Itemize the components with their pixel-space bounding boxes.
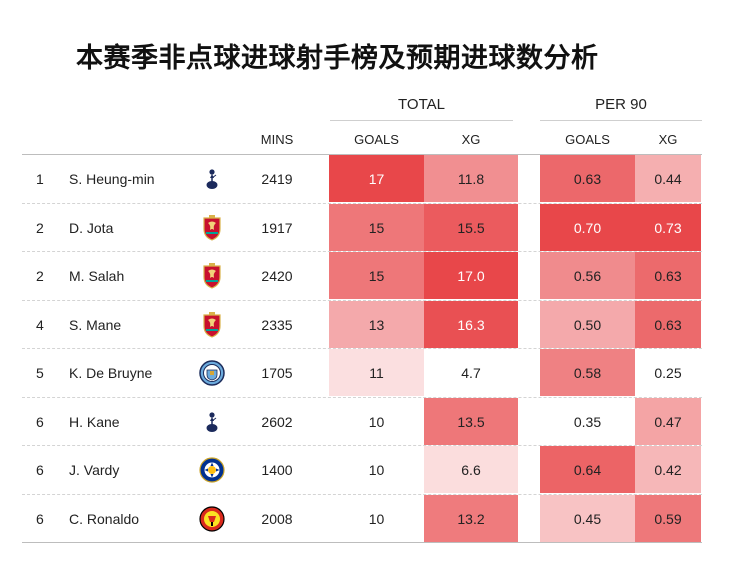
total-xg-cell: 15.5 <box>424 203 518 251</box>
per90-xg-cell: 0.59 <box>635 494 701 542</box>
liverpool-crest-icon <box>197 252 227 300</box>
minutes-cell: 2419 <box>261 171 293 187</box>
rank-cell: 2 <box>36 268 44 284</box>
table-row: 6 C. Ronaldo 2008 10 13.2 0.45 0.59 <box>22 493 702 543</box>
tottenham-crest-icon <box>197 155 227 203</box>
rank-cell: 1 <box>36 171 44 187</box>
table-row: 1 S. Heung-min 2419 17 11.8 0.63 0.44 <box>22 154 702 203</box>
liverpool-crest-icon <box>197 301 227 349</box>
liverpool-crest-icon <box>197 204 227 252</box>
total-goals-cell: 10 <box>329 397 424 445</box>
player-name: H. Kane <box>69 413 120 430</box>
per90-goals-cell: 0.56 <box>540 252 635 299</box>
column-header-per90-goals: GOALS <box>565 132 610 147</box>
rank-cell: 6 <box>36 413 44 430</box>
tottenham-crest-icon <box>197 398 227 446</box>
rank-cell: 2 <box>36 219 44 236</box>
page-title: 本赛季非点球进球射手榜及预期进球数分析 <box>76 43 599 74</box>
per90-xg-cell: 0.47 <box>635 397 701 445</box>
player-name: D. Jota <box>69 219 114 236</box>
column-header-per90-xg: XG <box>658 132 678 147</box>
per90-goals-cell: 0.50 <box>540 300 635 348</box>
rank-cell: 5 <box>36 365 44 381</box>
total-xg-cell: 16.3 <box>424 300 518 348</box>
man-utd-crest-icon <box>197 495 227 543</box>
per90-goals-cell: 0.35 <box>540 397 635 445</box>
per90-xg-cell: 0.63 <box>635 252 701 299</box>
per90-xg-cell: 0.42 <box>635 446 701 493</box>
table-row: 5 K. De Bruyne 1705 11 4.7 0.58 0.25 <box>22 348 702 397</box>
player-name: J. Vardy <box>69 462 120 478</box>
per90-goals-cell: 0.70 <box>540 203 635 251</box>
table-bottom-rule <box>22 542 702 543</box>
player-name: S. Mane <box>69 316 122 333</box>
minutes-cell: 2602 <box>261 413 293 430</box>
total-xg-cell: 6.6 <box>424 446 518 493</box>
per90-goals-cell: 0.64 <box>540 446 635 493</box>
player-name: M. Salah <box>69 268 125 284</box>
minutes-cell: 2008 <box>261 510 293 527</box>
minutes-cell: 1917 <box>261 219 293 236</box>
column-header-mins: MINS <box>260 132 294 147</box>
per90-goals-cell: 0.63 <box>540 155 635 202</box>
table-row: 2 D. Jota 1917 15 15.5 0.70 0.73 <box>22 202 702 252</box>
group-header-per90: PER 90 <box>540 96 702 121</box>
group-header-total: TOTAL <box>330 96 513 121</box>
per90-xg-cell: 0.44 <box>635 155 701 202</box>
total-xg-cell: 11.8 <box>424 155 518 202</box>
player-name: S. Heung-min <box>69 171 155 187</box>
rank-cell: 6 <box>36 462 44 478</box>
total-goals-cell: 11 <box>329 349 424 396</box>
per90-goals-cell: 0.45 <box>540 494 635 542</box>
table-row: 2 M. Salah 2420 15 17.0 0.56 0.63 <box>22 251 702 300</box>
column-header-total-xg: XG <box>461 132 481 147</box>
total-goals-cell: 17 <box>329 155 424 202</box>
total-xg-cell: 4.7 <box>424 349 518 396</box>
rank-cell: 6 <box>36 510 44 527</box>
table-row: 4 S. Mane 2335 13 16.3 0.50 0.63 <box>22 299 702 349</box>
total-goals-cell: 15 <box>329 252 424 299</box>
per90-xg-cell: 0.63 <box>635 300 701 348</box>
man-city-crest-icon <box>197 349 227 397</box>
player-name: K. De Bruyne <box>69 365 153 381</box>
total-goals-cell: 15 <box>329 203 424 251</box>
per90-xg-cell: 0.73 <box>635 203 701 251</box>
rank-cell: 4 <box>36 316 44 333</box>
leicester-crest-icon <box>197 446 227 494</box>
per90-xg-cell: 0.25 <box>635 349 701 396</box>
minutes-cell: 2335 <box>261 316 293 333</box>
table-row: 6 J. Vardy 1400 10 6.6 0.64 0.42 <box>22 445 702 494</box>
total-xg-cell: 13.5 <box>424 397 518 445</box>
total-goals-cell: 10 <box>329 494 424 542</box>
per90-goals-cell: 0.58 <box>540 349 635 396</box>
player-name: C. Ronaldo <box>69 510 140 527</box>
minutes-cell: 1400 <box>261 462 293 478</box>
total-xg-cell: 13.2 <box>424 494 518 542</box>
total-goals-cell: 10 <box>329 446 424 493</box>
table-row: 6 H. Kane 2602 10 13.5 0.35 0.47 <box>22 396 702 446</box>
column-header-total-goals: GOALS <box>354 132 399 147</box>
minutes-cell: 2420 <box>261 268 293 284</box>
minutes-cell: 1705 <box>261 365 293 381</box>
total-goals-cell: 13 <box>329 300 424 348</box>
total-xg-cell: 17.0 <box>424 252 518 299</box>
